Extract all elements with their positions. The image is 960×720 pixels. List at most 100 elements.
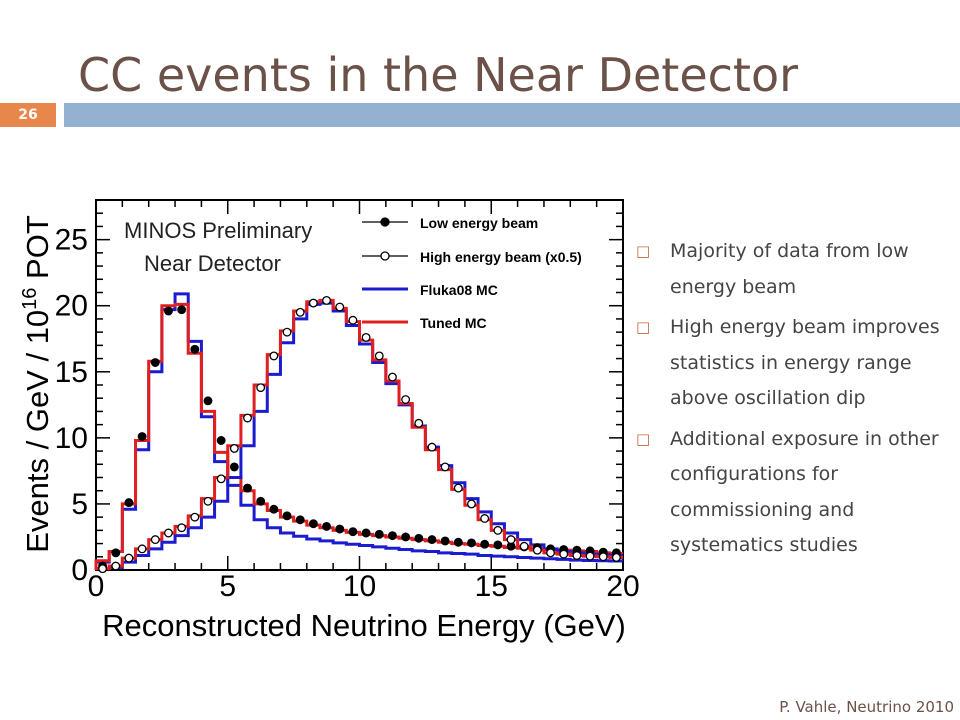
data-point [493, 540, 503, 550]
data-point [269, 504, 279, 514]
bullet-text: High energy beam improves statistics in … [670, 316, 940, 409]
data-point [203, 396, 213, 406]
data-point [374, 351, 384, 361]
legend-label: Low energy beam [420, 215, 538, 231]
chart: 0 5 10 15 20 0 5 10 15 20 25 MINOS Preliminary Nea… [4, 174, 690, 650]
data-point [98, 564, 108, 574]
data-point [546, 548, 555, 558]
data-point [137, 544, 147, 554]
legend-label: Fluka08 MC [420, 282, 498, 298]
data-point [124, 498, 134, 508]
x-tick-label: 0 [88, 570, 105, 603]
data-point [190, 344, 200, 354]
data-point [229, 443, 239, 453]
data-point [572, 551, 582, 560]
plot-frame [95, 199, 624, 571]
histogram-line [94, 292, 623, 570]
data-point [467, 538, 476, 548]
data-point [111, 561, 121, 571]
data-point [440, 536, 450, 546]
data-point [322, 295, 332, 305]
data-point [256, 496, 266, 506]
data-point [335, 524, 345, 534]
data-point [335, 302, 345, 312]
y-tick-label: 10 [55, 422, 88, 455]
data-point [295, 307, 305, 317]
data-point [295, 515, 305, 525]
legend-marker [380, 251, 390, 261]
data-point [401, 395, 411, 404]
data-point [348, 527, 358, 537]
data-point [229, 462, 239, 472]
data-point [427, 535, 437, 545]
tick-labels: 0 5 10 15 20 0 5 10 15 20 25 [55, 224, 640, 603]
bullet-item: □ Additional exposure in other configura… [636, 422, 954, 564]
data-point [480, 539, 490, 549]
y-axis-label-exponent: 16 [19, 288, 41, 310]
data-point [243, 483, 252, 493]
data-point [611, 552, 621, 562]
data-point [150, 358, 160, 367]
footer-credit: P. Vahle, Neutrino 2010 [779, 698, 954, 716]
data-point [361, 528, 371, 538]
data-point [387, 372, 397, 382]
data-point [361, 332, 371, 342]
data-point [177, 305, 187, 315]
data-point [282, 327, 292, 337]
data-point [216, 474, 226, 484]
x-tick-label: 10 [343, 570, 376, 603]
data-point [216, 436, 226, 445]
data-point [585, 551, 595, 561]
header-bar [64, 103, 960, 127]
annotation-line-2: Near Detector [144, 251, 281, 276]
bullet-list: □ Majority of data from low energy beam … [636, 234, 954, 569]
y-tick-label: 5 [71, 488, 88, 521]
data-point [598, 552, 608, 562]
axis-ticks [95, 199, 624, 571]
x-tick-label: 15 [475, 570, 508, 603]
data-point [467, 499, 476, 509]
hollow-square-icon: □ [636, 429, 651, 448]
data-point [453, 537, 463, 547]
data-point [348, 315, 358, 325]
legend-label: Tuned MC [420, 315, 487, 331]
data-point [308, 519, 318, 529]
data-point [269, 351, 279, 361]
hollow-square-icon: □ [636, 318, 651, 336]
data-point [137, 432, 147, 441]
data-point [322, 521, 332, 531]
data-point [519, 541, 529, 551]
data-point [480, 514, 490, 523]
x-tick-label: 5 [219, 570, 236, 603]
x-tick-label: 20 [606, 570, 639, 603]
slide-title: CC events in the Near Detector [78, 48, 799, 102]
data-point [282, 511, 292, 521]
data-point [111, 548, 121, 558]
chart-series [94, 292, 623, 574]
chart-legend: Low energy beam High energy beam (x0.5) Fl… [362, 215, 582, 331]
data-point [203, 496, 213, 506]
chart-svg: 0 5 10 15 20 0 5 10 15 20 25 MINOS Preliminary Nea… [19, 199, 640, 643]
legend-label: High energy beam (x0.5) [420, 249, 582, 265]
y-tick-label: 20 [55, 290, 88, 323]
bullet-text: Majority of data from low energy beam [670, 240, 909, 298]
x-axis-label: Reconstructed Neutrino Energy (GeV) [102, 608, 626, 643]
y-axis-label-end: POT [20, 215, 55, 287]
data-point [124, 553, 134, 563]
data-point [243, 413, 252, 423]
data-point [493, 525, 503, 535]
data-point [401, 532, 411, 542]
hollow-square-icon: □ [636, 242, 651, 260]
data-point [427, 442, 437, 452]
data-point [506, 535, 516, 545]
y-tick-label: 15 [55, 356, 88, 389]
data-point [532, 545, 542, 555]
y-axis-label: Events / GeV / 1016 POT [19, 215, 55, 553]
data-point [387, 531, 397, 541]
bullet-text: Additional exposure in other configurati… [670, 427, 939, 557]
y-axis-label-main: Events / GeV / 10 [20, 310, 55, 553]
data-point [414, 533, 424, 543]
page-number-badge: 26 [0, 103, 56, 127]
bullet-item: □ Majority of data from low energy beam [636, 234, 954, 305]
y-tick-label: 25 [55, 224, 88, 257]
